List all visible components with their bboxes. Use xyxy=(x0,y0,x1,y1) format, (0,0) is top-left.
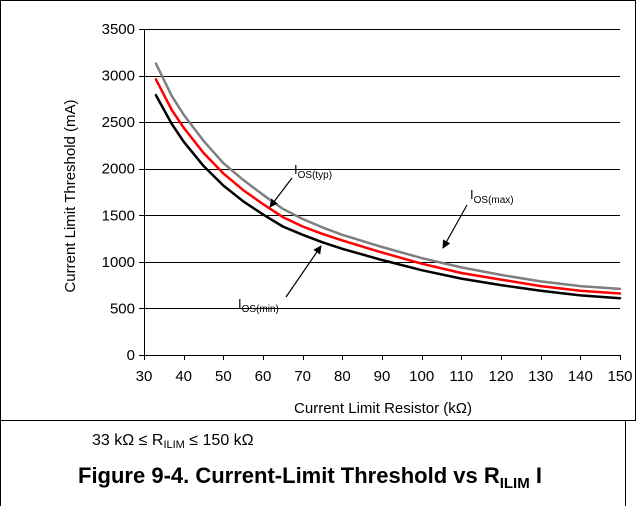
annotation-ios-typ-main: I xyxy=(294,162,298,177)
x-tick-label: 50 xyxy=(215,368,232,385)
caption-subscript: ILIM xyxy=(499,475,530,492)
x-tick-label: 150 xyxy=(607,368,632,385)
x-tick-label: 130 xyxy=(528,368,553,385)
y-tick-label: 0 xyxy=(127,347,135,364)
series-ios-max xyxy=(154,62,622,291)
annotation-ios-typ-sub: OS(typ) xyxy=(298,170,332,181)
resistor-range-note: 33 kΩ ≤ RILIM ≤ 150 kΩ xyxy=(92,432,254,451)
arrow-ios-min xyxy=(285,245,322,298)
annotation-ios-max-sub: OS(max) xyxy=(474,195,514,206)
chart-annotation-arrows xyxy=(269,177,468,298)
chart-tick-labels: 0 500 1000 1500 2000 2500 3000 3500 30 40 50 60 70 80… xyxy=(102,21,633,385)
y-tick-label: 1500 xyxy=(102,207,135,224)
x-tick-label: 60 xyxy=(255,368,272,385)
arrow-ios-max xyxy=(442,204,468,249)
note-suffix: ≤ 150 kΩ xyxy=(184,432,254,449)
annotation-ios-min-main: I xyxy=(238,296,242,311)
annotation-ios-min-sub: OS(min) xyxy=(242,304,279,315)
x-tick-label: 140 xyxy=(568,368,593,385)
y-tick-label: 500 xyxy=(110,300,135,317)
figure-caption: Figure 9-4. Current-Limit Threshold vs R… xyxy=(78,463,542,492)
caption-prefix: Figure 9-4. Current-Limit Threshold vs R xyxy=(78,463,500,488)
y-tick-label: 3500 xyxy=(102,21,135,38)
annotation-ios-min: IOS(min) xyxy=(238,296,279,315)
annotation-ios-max: IOS(max) xyxy=(470,187,514,206)
y-tick-label: 3000 xyxy=(102,68,135,85)
x-tick-label: 40 xyxy=(175,368,192,385)
note-prefix: 33 kΩ ≤ R xyxy=(92,432,164,449)
annotation-ios-typ: IOS(typ) xyxy=(294,162,332,181)
x-tick-label: 70 xyxy=(294,368,311,385)
caption-suffix: I xyxy=(529,463,542,488)
chart-axes xyxy=(139,29,621,360)
x-tick-label: 80 xyxy=(334,368,351,385)
current-limit-chart: 0 500 1000 1500 2000 2500 3000 3500 30 40 50 60 70 80… xyxy=(62,21,633,417)
y-tick-label: 2000 xyxy=(102,161,135,178)
arrow-ios-typ xyxy=(269,177,293,208)
x-tick-label: 30 xyxy=(136,368,153,385)
y-tick-label: 1000 xyxy=(102,254,135,271)
x-tick-label: 120 xyxy=(488,368,513,385)
y-axis-label: Current Limit Threshold (mA) xyxy=(62,99,79,292)
annotation-ios-max-main: I xyxy=(470,187,474,202)
series-ios-min xyxy=(154,93,622,300)
series-ios-typ xyxy=(154,78,622,295)
x-tick-label: 110 xyxy=(449,368,473,385)
chart-series xyxy=(154,62,622,300)
x-axis-label: Current Limit Resistor (kΩ) xyxy=(294,400,472,417)
chart-gridlines xyxy=(144,29,620,309)
y-tick-label: 2500 xyxy=(102,114,135,131)
note-subscript: ILIM xyxy=(163,439,185,451)
x-tick-label: 100 xyxy=(409,368,434,385)
x-tick-label: 90 xyxy=(374,368,391,385)
